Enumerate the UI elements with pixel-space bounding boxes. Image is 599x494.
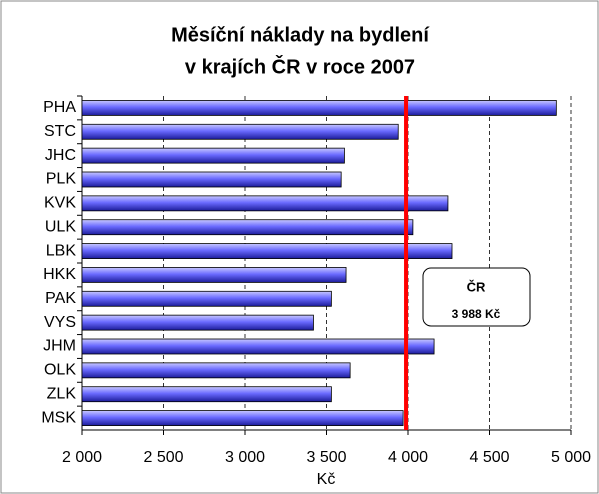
bar bbox=[81, 100, 557, 116]
annotation-label: 3 988 Kč bbox=[452, 307, 501, 321]
bar bbox=[81, 123, 399, 140]
y-tick-label: STC bbox=[44, 123, 76, 140]
x-tick-label: 5 000 bbox=[551, 449, 591, 466]
bar bbox=[81, 386, 332, 403]
y-tick-label: ULK bbox=[45, 218, 76, 235]
x-tick-label: 3 500 bbox=[306, 449, 346, 466]
bar bbox=[81, 171, 342, 188]
x-tick-label: 4 500 bbox=[469, 449, 509, 466]
y-tick-label: OLK bbox=[44, 362, 76, 379]
bar bbox=[81, 362, 351, 379]
y-tick-label: ZLK bbox=[47, 385, 77, 402]
bar bbox=[81, 219, 414, 236]
bar bbox=[81, 314, 314, 331]
annotation-box bbox=[422, 267, 531, 327]
y-tick-label: HKK bbox=[43, 266, 76, 283]
bar bbox=[81, 267, 347, 283]
y-tick-label: MSK bbox=[41, 409, 76, 426]
y-tick-label: JHM bbox=[43, 338, 76, 355]
y-tick-label: VYS bbox=[44, 314, 76, 331]
bar bbox=[81, 147, 345, 164]
chart-title: v krajích ČR v roce 2007 bbox=[185, 54, 415, 78]
x-tick-label: 4 000 bbox=[388, 449, 428, 466]
annotation-name: ČR bbox=[467, 279, 486, 294]
bar bbox=[81, 243, 453, 259]
chart-title: Měsíční náklady na bydlení bbox=[171, 24, 430, 46]
y-tick-label: JHC bbox=[45, 147, 76, 164]
bar bbox=[81, 338, 435, 355]
x-tick-label: 2 000 bbox=[62, 449, 102, 466]
bar bbox=[81, 290, 332, 307]
bar bbox=[81, 410, 404, 426]
x-axis-label: Kč bbox=[317, 471, 336, 488]
x-tick-label: 3 000 bbox=[225, 449, 265, 466]
x-tick-label: 2 500 bbox=[143, 449, 183, 466]
bar bbox=[81, 195, 449, 212]
y-tick-label: KVK bbox=[44, 195, 76, 212]
y-tick-label: PHA bbox=[43, 99, 76, 116]
y-tick-label: PLK bbox=[46, 171, 77, 188]
y-tick-label: PAK bbox=[45, 290, 76, 307]
y-tick-label: LBK bbox=[46, 242, 77, 259]
